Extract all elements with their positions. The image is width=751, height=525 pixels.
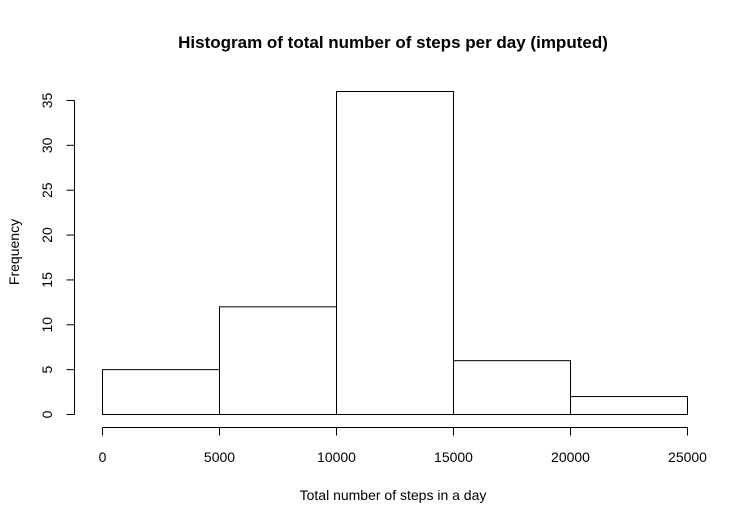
y-tick-label-2: 10 <box>39 317 55 333</box>
histogram-bar-2 <box>336 91 454 415</box>
histogram-bar-0 <box>102 369 220 415</box>
x-axis-label: Total number of steps in a day <box>300 487 487 503</box>
y-tick-label-3: 15 <box>39 272 55 288</box>
y-axis: 0 5 10 15 20 25 30 35 <box>39 92 75 418</box>
y-tick-label-5: 25 <box>39 182 55 198</box>
histogram-bar-1 <box>219 306 337 416</box>
y-tick-label-0: 0 <box>39 410 55 418</box>
x-tick-label-4: 20000 <box>551 449 590 465</box>
x-tick-label-5: 25000 <box>668 449 707 465</box>
x-tick-label-0: 0 <box>99 449 107 465</box>
y-tick-label-1: 5 <box>39 366 55 374</box>
histogram-bar-4 <box>570 396 688 415</box>
histogram-bar-3 <box>453 360 571 415</box>
y-tick-label-7: 35 <box>39 92 55 108</box>
x-tick-label-1: 5000 <box>204 449 235 465</box>
y-axis-label: Frequency <box>6 219 22 285</box>
x-tick-label-2: 10000 <box>317 449 356 465</box>
y-tick-label-6: 30 <box>39 137 55 153</box>
x-tick-label-3: 15000 <box>434 449 473 465</box>
x-axis: 0 5000 10000 15000 20000 25000 <box>99 427 707 465</box>
y-tick-label-4: 20 <box>39 227 55 243</box>
bars-group <box>102 91 688 416</box>
chart-title: Histogram of total number of steps per d… <box>178 33 608 52</box>
